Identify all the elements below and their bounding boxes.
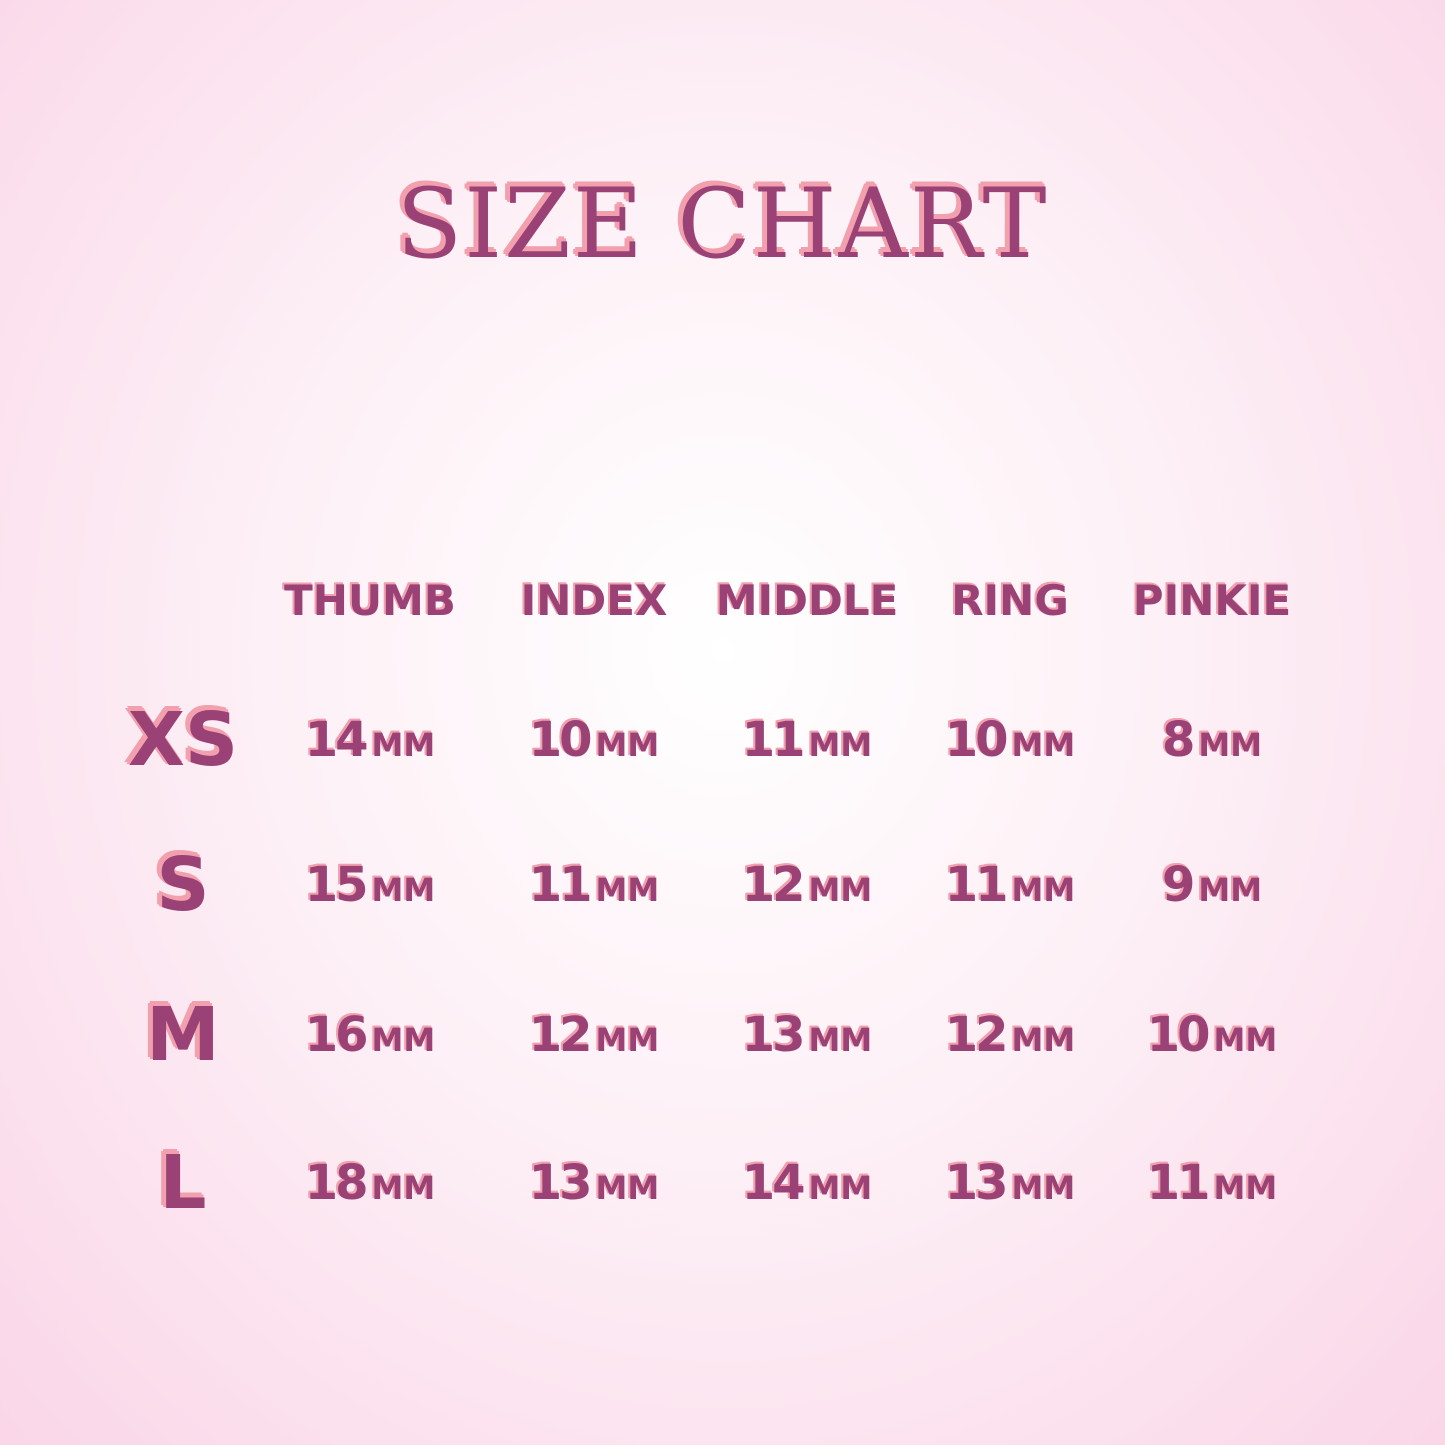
cell-unit: MM bbox=[808, 1021, 873, 1059]
column-header-ring: RING bbox=[951, 576, 1069, 625]
cell-unit: MM bbox=[371, 1021, 436, 1059]
cell-value: 11 bbox=[741, 712, 806, 768]
table-cell: 11 MM bbox=[742, 712, 872, 768]
cell-unit: MM bbox=[808, 871, 873, 909]
cell-value: 12 bbox=[741, 857, 806, 913]
size-label: S bbox=[156, 842, 210, 928]
table-cell: 9 MM bbox=[1162, 857, 1262, 913]
cell-value: 13 bbox=[741, 1007, 806, 1063]
table-cell: 11 MM bbox=[529, 857, 659, 913]
table-cell: 8 MM bbox=[1162, 712, 1262, 768]
column-header-middle: MIDDLE bbox=[715, 576, 899, 625]
page-title: SIZE CHART bbox=[396, 168, 1049, 280]
cell-unit: MM bbox=[1011, 1021, 1076, 1059]
cell-unit: MM bbox=[595, 726, 660, 764]
cell-value: 14 bbox=[304, 712, 369, 768]
column-header-thumb: THUMB bbox=[284, 576, 456, 625]
cell-value: 9 bbox=[1161, 857, 1195, 913]
table-cell: 12 MM bbox=[742, 857, 872, 913]
cell-unit: MM bbox=[371, 1169, 436, 1207]
cell-value: 12 bbox=[528, 1007, 593, 1063]
table-cell: 12 MM bbox=[529, 1007, 659, 1063]
cell-unit: MM bbox=[808, 1169, 873, 1207]
table-cell: 14 MM bbox=[742, 1155, 872, 1211]
cell-value: 16 bbox=[304, 1007, 369, 1063]
table-cell: 10 MM bbox=[945, 712, 1075, 768]
cell-unit: MM bbox=[371, 726, 436, 764]
cell-value: 8 bbox=[1161, 712, 1195, 768]
cell-value: 12 bbox=[944, 1007, 1009, 1063]
table-cell: 16 MM bbox=[305, 1007, 435, 1063]
cell-unit: MM bbox=[808, 726, 873, 764]
cell-value: 15 bbox=[304, 857, 369, 913]
cell-value: 11 bbox=[528, 857, 593, 913]
table-cell: 12 MM bbox=[945, 1007, 1075, 1063]
cell-value: 11 bbox=[1146, 1155, 1211, 1211]
table-cell: 18 MM bbox=[305, 1155, 435, 1211]
cell-value: 13 bbox=[528, 1155, 593, 1211]
cell-value: 10 bbox=[528, 712, 593, 768]
cell-value: 10 bbox=[1146, 1007, 1211, 1063]
table-cell: 15 MM bbox=[305, 857, 435, 913]
cell-value: 10 bbox=[944, 712, 1009, 768]
cell-unit: MM bbox=[1198, 871, 1263, 909]
cell-value: 18 bbox=[304, 1155, 369, 1211]
size-label: M bbox=[146, 992, 220, 1078]
cell-value: 13 bbox=[944, 1155, 1009, 1211]
column-header-index: INDEX bbox=[520, 576, 668, 625]
table-cell: 13 MM bbox=[945, 1155, 1075, 1211]
cell-unit: MM bbox=[1198, 726, 1263, 764]
column-header-pinkie: PINKIE bbox=[1132, 576, 1292, 625]
cell-value: 11 bbox=[944, 857, 1009, 913]
table-cell: 13 MM bbox=[742, 1007, 872, 1063]
cell-unit: MM bbox=[371, 871, 436, 909]
table-cell: 11 MM bbox=[1147, 1155, 1277, 1211]
cell-unit: MM bbox=[595, 1021, 660, 1059]
cell-unit: MM bbox=[595, 1169, 660, 1207]
cell-unit: MM bbox=[1011, 726, 1076, 764]
size-label: XS bbox=[127, 697, 239, 783]
cell-value: 14 bbox=[741, 1155, 806, 1211]
cell-unit: MM bbox=[595, 871, 660, 909]
table-cell: 10 MM bbox=[529, 712, 659, 768]
cell-unit: MM bbox=[1011, 1169, 1076, 1207]
table-cell: 14 MM bbox=[305, 712, 435, 768]
table-cell: 13 MM bbox=[529, 1155, 659, 1211]
cell-unit: MM bbox=[1213, 1021, 1278, 1059]
cell-unit: MM bbox=[1213, 1169, 1278, 1207]
size-label: L bbox=[159, 1140, 207, 1226]
table-cell: 11 MM bbox=[945, 857, 1075, 913]
table-cell: 10 MM bbox=[1147, 1007, 1277, 1063]
cell-unit: MM bbox=[1011, 871, 1076, 909]
